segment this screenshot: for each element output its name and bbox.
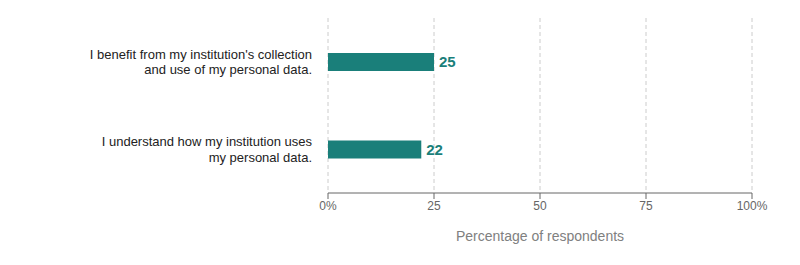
svg-text:50: 50 [533, 199, 547, 213]
svg-text:I benefit from my institution': I benefit from my institution's collecti… [90, 47, 312, 78]
svg-text:100%: 100% [737, 199, 768, 213]
svg-text:25: 25 [439, 53, 456, 70]
svg-text:0%: 0% [319, 199, 337, 213]
svg-text:75: 75 [639, 199, 653, 213]
svg-text:22: 22 [426, 141, 443, 158]
svg-text:I understand how my institutio: I understand how my institution usesmy p… [102, 134, 313, 165]
svg-text:25: 25 [427, 199, 441, 213]
svg-text:Percentage of respondents: Percentage of respondents [456, 228, 624, 244]
